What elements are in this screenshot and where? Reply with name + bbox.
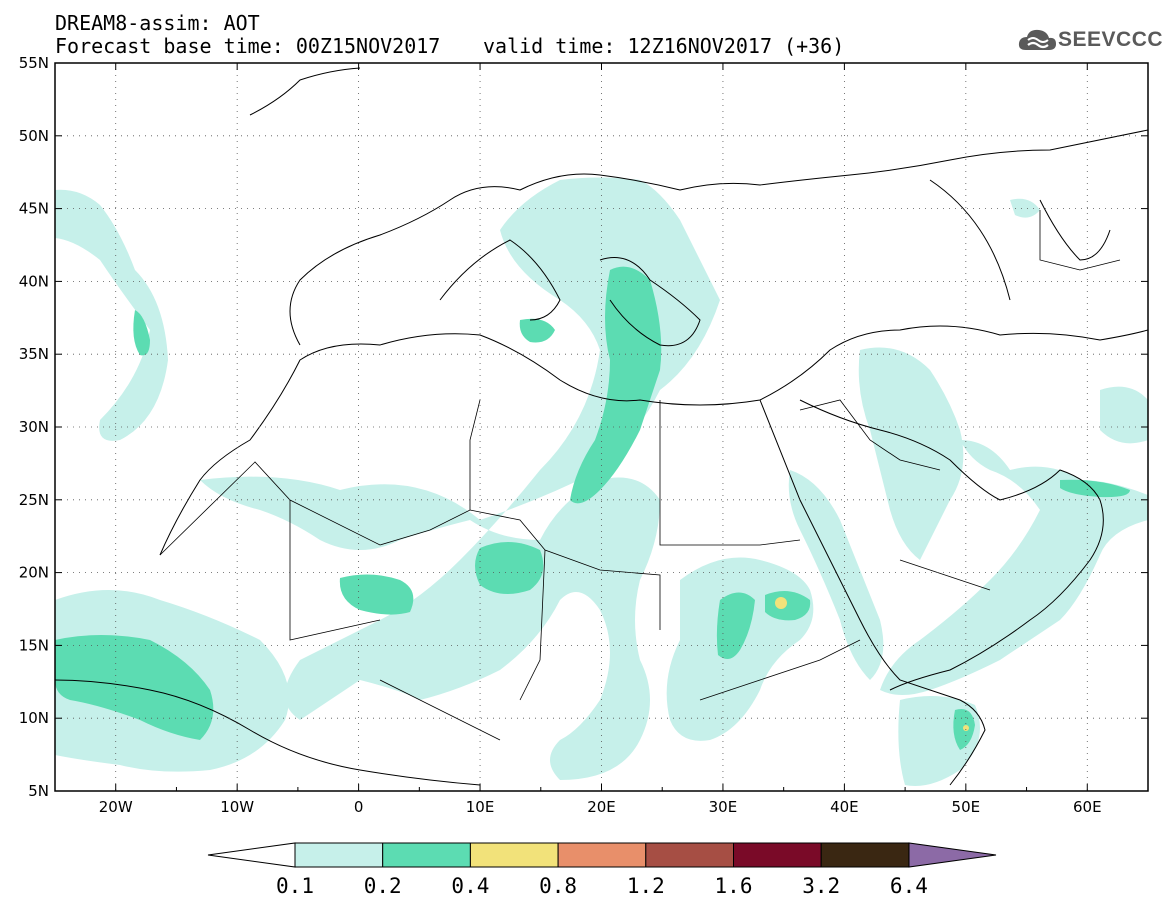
lat-label: 40N	[19, 272, 49, 290]
lat-label: 30N	[19, 418, 49, 436]
colorbar-label: 1.6	[715, 874, 753, 898]
country-borders	[159, 210, 1121, 741]
lat-label: 20N	[19, 564, 49, 582]
colorbar-label: 0.1	[276, 874, 314, 898]
aot-shading	[55, 177, 1148, 786]
lon-label: 50E	[952, 798, 981, 816]
cloud-logo-icon	[1018, 29, 1056, 50]
coastlines	[55, 67, 1148, 786]
forecast-base-time: Forecast base time: 00Z15NOV2017	[55, 34, 441, 58]
colorbar-under-arrow	[207, 842, 296, 868]
colorbar: 0.1 0.2 0.4 0.8 1.2 1.6 3.2 6.4	[207, 842, 997, 898]
axis-ticks	[54, 62, 1149, 792]
colorbar-swatch	[820, 842, 910, 868]
colorbar-label: 0.4	[451, 874, 489, 898]
colorbar-label: 1.2	[627, 874, 665, 898]
colorbar-swatch	[733, 842, 822, 868]
logo-text: SEEVCCC	[1058, 28, 1164, 51]
lon-label: 60E	[1073, 798, 1102, 816]
colorbar-label: 0.2	[364, 874, 402, 898]
lon-label: 10W	[220, 798, 254, 816]
colorbar-swatch	[294, 842, 384, 868]
lat-label: 10N	[19, 709, 49, 727]
valid-time: valid time: 12Z16NOV2017 (+36)	[483, 34, 845, 58]
lon-label: 10E	[466, 798, 495, 816]
colorbar-label: 6.4	[890, 874, 928, 898]
colorbar-label: 0.8	[539, 874, 577, 898]
graticule	[55, 63, 1148, 791]
aot-band-0.4-0.8	[775, 597, 969, 731]
colorbar-label: 3.2	[802, 874, 840, 898]
map-title: DREAM8-assim: AOT	[55, 11, 260, 35]
lon-label: 40E	[830, 798, 859, 816]
colorbar-swatch	[645, 842, 734, 868]
lat-label: 45N	[19, 200, 49, 218]
lat-label: 25N	[19, 491, 49, 509]
lon-label: 20W	[99, 798, 133, 816]
colorbar-swatch	[469, 842, 559, 868]
lon-label: 20E	[587, 798, 616, 816]
lat-label: 35N	[19, 345, 49, 363]
colorbar-swatch	[557, 842, 647, 868]
longitude-labels: 20W 10W 0 10E 20E 30E 40E 50E 60E	[99, 798, 1102, 816]
lat-label: 15N	[19, 636, 49, 654]
lat-label: 5N	[28, 782, 49, 800]
lat-label: 55N	[19, 54, 49, 72]
latitude-labels: 55N 50N 45N 40N 35N 30N 25N 20N 15N 10N 5N	[19, 54, 49, 800]
colorbar-over-arrow	[908, 842, 997, 868]
lon-label: 0	[354, 798, 364, 816]
colorbar-swatch	[382, 842, 471, 868]
lon-label: 30E	[709, 798, 738, 816]
lat-label: 50N	[19, 127, 49, 145]
